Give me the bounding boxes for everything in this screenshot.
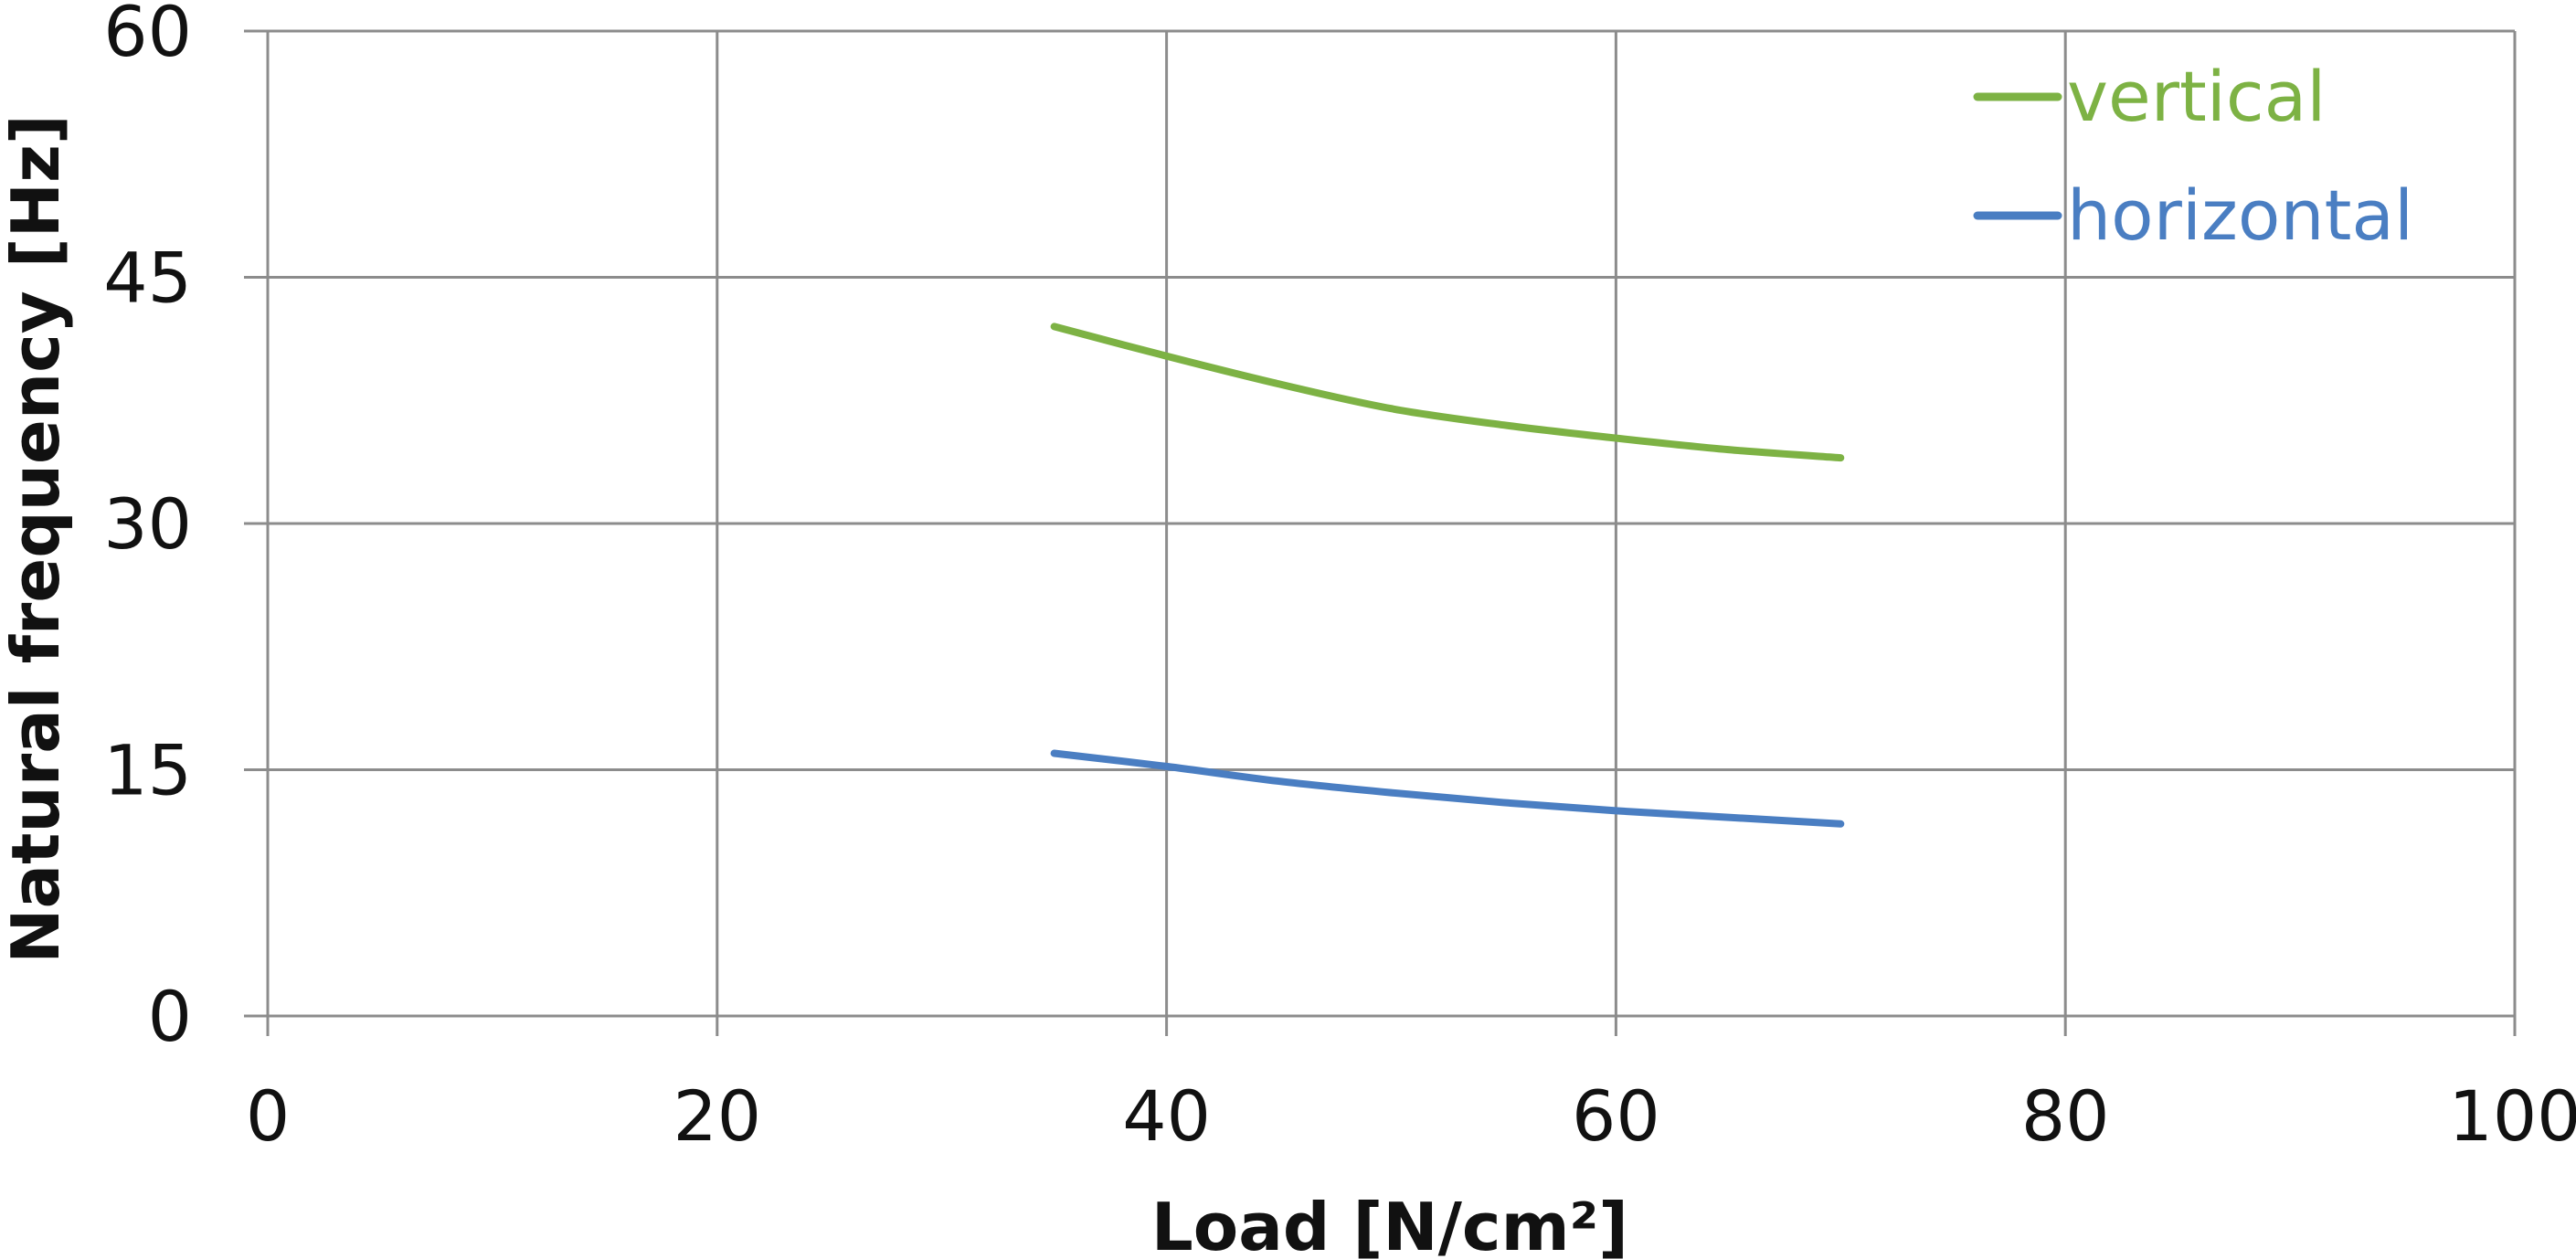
x-tick-label: 40 bbox=[1122, 1075, 1211, 1157]
x-tick-label: 20 bbox=[673, 1075, 761, 1157]
axis-ticks: 0 20 40 60 80 100 0 15 30 45 60 bbox=[103, 0, 2576, 1157]
legend: vertical horizontal bbox=[1973, 56, 2413, 256]
legend-label-horizontal: horizontal bbox=[2067, 175, 2413, 256]
x-tick-label: 100 bbox=[2448, 1075, 2576, 1157]
y-tick-label: 60 bbox=[103, 0, 192, 72]
x-axis-title: Load [N/cm²] bbox=[1151, 1189, 1628, 1259]
y-tick-label: 45 bbox=[103, 238, 192, 319]
y-axis-title: Natural frequency [Hz] bbox=[0, 114, 74, 964]
x-tick-label: 0 bbox=[246, 1075, 290, 1157]
x-tick-label: 80 bbox=[2021, 1075, 2110, 1157]
y-tick-label: 30 bbox=[103, 483, 192, 565]
grid bbox=[266, 29, 2517, 1018]
y-tick-label: 15 bbox=[103, 730, 192, 811]
series-line-horizontal bbox=[1050, 749, 1845, 828]
series-lines bbox=[1050, 323, 1845, 828]
y-tick-label: 0 bbox=[148, 976, 192, 1057]
series-line-vertical bbox=[1050, 323, 1845, 462]
legend-label-vertical: vertical bbox=[2067, 56, 2326, 137]
x-tick-label: 60 bbox=[1572, 1075, 1660, 1157]
